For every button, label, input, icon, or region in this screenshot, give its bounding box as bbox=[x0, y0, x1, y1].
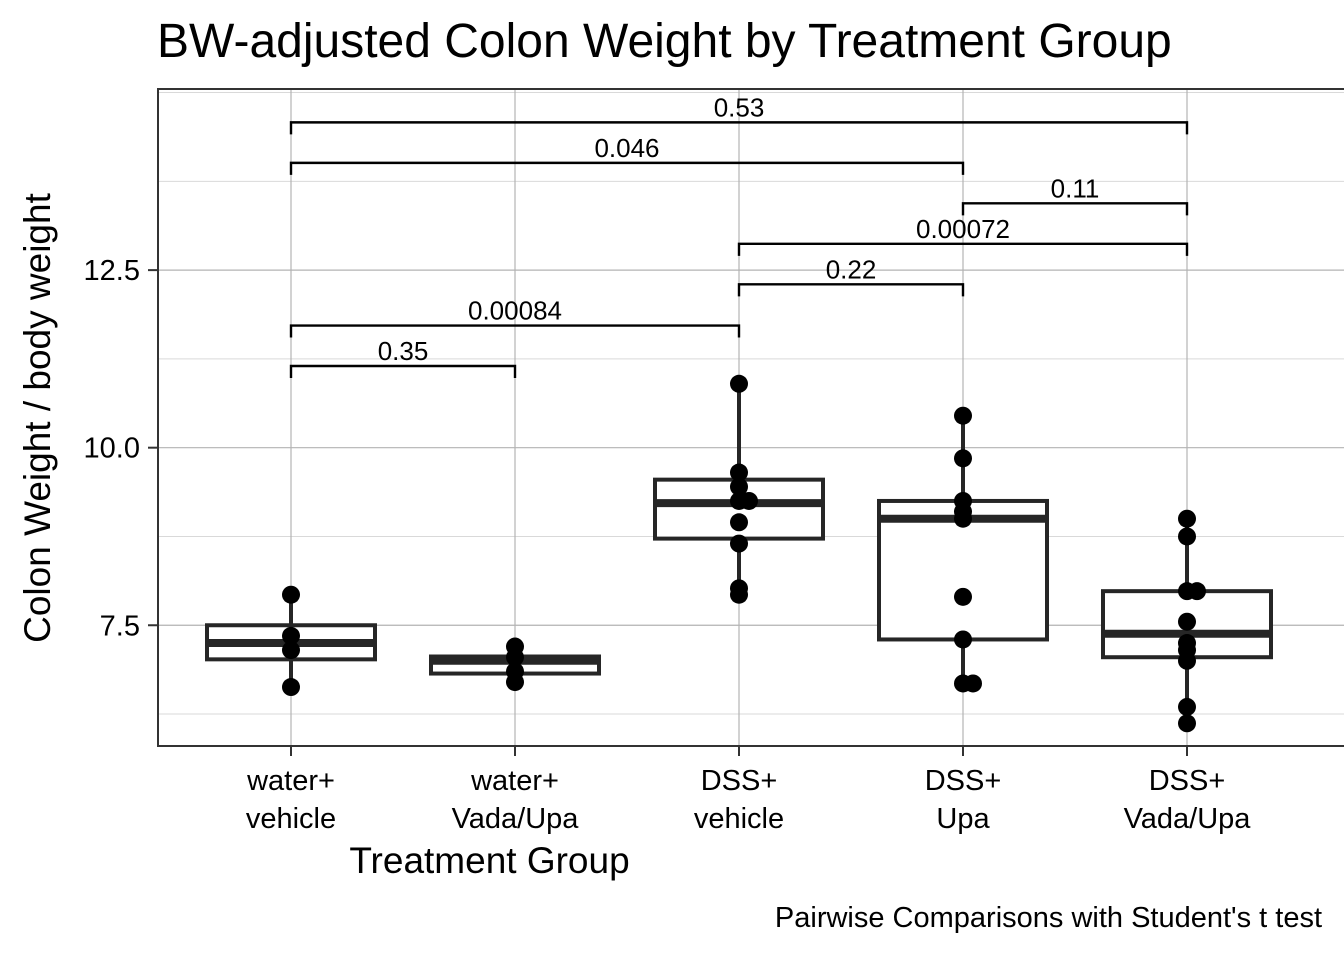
data-point bbox=[954, 406, 972, 425]
data-point bbox=[506, 662, 524, 681]
data-point bbox=[282, 626, 300, 645]
box-iqr bbox=[877, 498, 1049, 642]
data-point bbox=[1178, 651, 1196, 670]
comparison-bracket bbox=[961, 202, 1189, 216]
box-iqr bbox=[653, 477, 825, 541]
axes: 7.5 10.0 12.5 water+ vehicle water+ Vada/Upa DS… bbox=[84, 88, 1344, 835]
x-tick-label: vehicle bbox=[694, 803, 784, 835]
data-point bbox=[730, 585, 748, 604]
comparison-bracket bbox=[289, 364, 517, 379]
comparison-bracket bbox=[289, 121, 1189, 135]
chart-title: BW-adjusted Colon Weight by Treatment Gr… bbox=[157, 15, 1172, 68]
comparison-bracket bbox=[737, 242, 1189, 256]
data-point bbox=[1178, 714, 1196, 733]
data-point bbox=[954, 491, 972, 510]
x-tick-label: DSS+ bbox=[925, 765, 1002, 797]
x-tick-label: Vada/Upa bbox=[1124, 803, 1252, 835]
x-tick-label: water+ bbox=[246, 765, 335, 797]
data-point bbox=[730, 477, 748, 496]
p-value-label: 0.00072 bbox=[916, 214, 1010, 244]
significance-brackets: 0.35 0.00084 0.22 0.00072 0.11 0.046 0.53 bbox=[289, 92, 1189, 379]
data-point bbox=[954, 587, 972, 606]
data-point bbox=[1178, 634, 1196, 653]
x-axis-label: Treatment Group bbox=[349, 840, 630, 881]
data-point bbox=[282, 641, 300, 660]
p-value-label: 0.11 bbox=[1051, 173, 1100, 203]
data-point bbox=[730, 463, 748, 482]
data-point bbox=[730, 579, 748, 598]
data-point bbox=[282, 678, 300, 697]
data-point bbox=[964, 674, 982, 693]
plot-frame bbox=[157, 88, 1344, 747]
p-value-label: 0.53 bbox=[714, 92, 765, 122]
data-point bbox=[954, 509, 972, 528]
comparison-bracket bbox=[289, 161, 965, 175]
boxes bbox=[205, 383, 1273, 724]
y-axis-label: Colon Weight / body weight bbox=[17, 193, 58, 643]
data-point bbox=[1178, 582, 1196, 601]
x-tick-label: vehicle bbox=[246, 803, 336, 835]
comparison-bracket bbox=[737, 283, 965, 297]
data-point bbox=[954, 502, 972, 521]
data-point bbox=[730, 491, 748, 510]
x-tick-label: water+ bbox=[470, 765, 559, 797]
box-iqr bbox=[1101, 589, 1273, 660]
box-iqr bbox=[429, 654, 601, 676]
data-point bbox=[1178, 612, 1196, 631]
p-value-label: 0.046 bbox=[594, 133, 659, 163]
comparison-bracket bbox=[289, 324, 741, 338]
data-point bbox=[954, 674, 972, 693]
box-iqr bbox=[205, 623, 377, 662]
data-point bbox=[1188, 582, 1206, 601]
data-points bbox=[282, 374, 1206, 733]
x-tick-label: DSS+ bbox=[1149, 765, 1226, 797]
y-tick-label: 10.0 bbox=[84, 433, 140, 465]
x-tick-label: Vada/Upa bbox=[452, 803, 580, 835]
data-point bbox=[1178, 509, 1196, 528]
data-point bbox=[730, 374, 748, 393]
p-value-label: 0.35 bbox=[378, 336, 429, 366]
data-point bbox=[1178, 527, 1196, 546]
data-point bbox=[740, 491, 758, 510]
data-point bbox=[954, 630, 972, 649]
data-point bbox=[730, 534, 748, 553]
data-point bbox=[1178, 697, 1196, 716]
data-point bbox=[1178, 641, 1196, 660]
data-point bbox=[506, 637, 524, 656]
x-tick-label: Upa bbox=[936, 803, 990, 835]
data-point bbox=[506, 673, 524, 692]
grid-lines bbox=[158, 89, 1344, 746]
p-value-label: 0.00084 bbox=[468, 296, 562, 326]
chart-caption: Pairwise Comparisons with Student's t te… bbox=[774, 902, 1322, 934]
data-point bbox=[954, 449, 972, 468]
x-tick-label: DSS+ bbox=[701, 765, 778, 797]
data-point bbox=[506, 648, 524, 667]
p-value-label: 0.22 bbox=[826, 254, 877, 284]
data-point bbox=[282, 585, 300, 604]
y-tick-label: 12.5 bbox=[84, 255, 140, 287]
y-tick-label: 7.5 bbox=[100, 610, 140, 642]
data-point bbox=[730, 513, 748, 532]
